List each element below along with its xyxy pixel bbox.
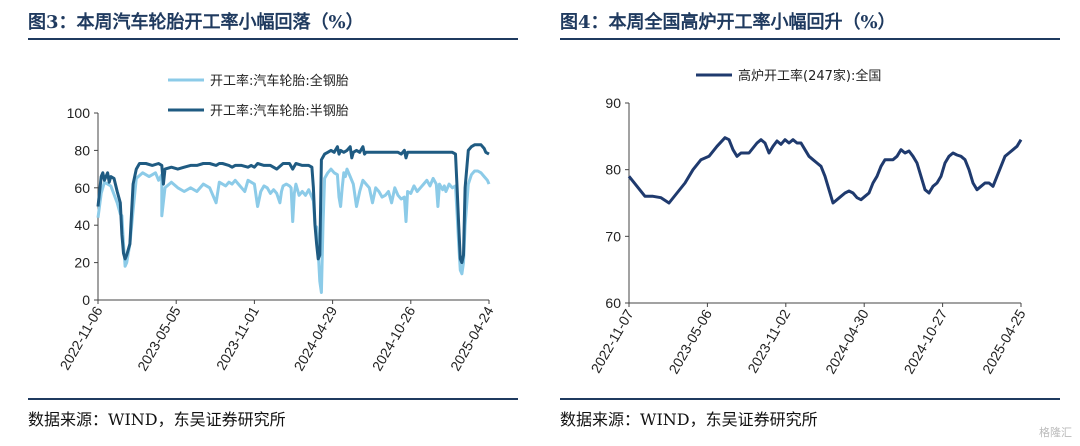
legend-label: 开工率:汽车轮胎:全钢胎 (210, 73, 349, 89)
x-tick-label: 2022-11-06 (56, 303, 105, 372)
y-tick-label: 70 (605, 228, 621, 244)
chart-title: 图4：本周全国高炉开工率小幅回升（%） (560, 12, 896, 33)
x-tick-label: 2025-04-25 (979, 306, 1029, 376)
y-tick-label: 20 (74, 255, 90, 271)
series-line (627, 136, 1023, 205)
y-tick-label: 40 (74, 217, 90, 233)
y-tick-label: 0 (82, 292, 90, 308)
y-tick-label: 60 (74, 180, 90, 196)
x-tick-label: 2024-10-27 (901, 306, 951, 376)
tire-chart: 0 20 40 60 80 100 2022-11-06 2023-05-05 2023-11-… (56, 73, 497, 374)
x-tick-label: 2024-04-30 (822, 306, 872, 376)
watermark-logo: 格隆汇 (1039, 426, 1072, 439)
chart-title: 图3：本周汽车轮胎开工率小幅回落（%） (28, 12, 364, 33)
source-rule (28, 398, 518, 400)
legend-label: 高炉开工率(247家):全国 (738, 68, 881, 84)
x-tick-label: 2023-11-02 (744, 306, 793, 375)
x-tick-label: 2023-11-01 (213, 303, 262, 372)
y-tick-label: 90 (605, 95, 621, 111)
x-tick-label: 2024-04-29 (291, 303, 341, 373)
y-tick-label: 80 (74, 142, 90, 158)
chart-panel-1: 图3：本周汽车轮胎开工率小幅回落（%） 0 20 40 60 80 100 2022-11-… (28, 12, 518, 429)
source-rule (560, 398, 1060, 400)
chart-panel-2: 图4：本周全国高炉开工率小幅回升（%） 60 70 80 90 2022-11-07 20… (540, 0, 1080, 446)
y-tick-label: 80 (605, 162, 621, 178)
x-tick-label: 2025-04-24 (447, 303, 497, 373)
series-line (96, 167, 491, 294)
series-line (96, 143, 490, 265)
x-tick-label: 2022-11-07 (587, 306, 636, 375)
title-rule (560, 38, 1060, 40)
x-tick-label: 2023-05-06 (665, 306, 715, 376)
legend-label: 开工率:汽车轮胎:半钢胎 (210, 103, 349, 119)
chart-source: 数据来源：WIND，东吴证券研究所 (560, 410, 818, 429)
chart-source: 数据来源：WIND，东吴证券研究所 (28, 410, 286, 429)
x-tick-label: 2024-10-26 (369, 303, 419, 373)
blast-furnace-chart: 60 70 80 90 2022-11-07 2023-05-06 2023-11-02 20… (587, 68, 1029, 377)
y-tick-label: 100 (67, 105, 91, 121)
title-rule (28, 38, 518, 40)
x-tick-label: 2023-05-05 (134, 303, 184, 373)
y-tick-label: 60 (605, 295, 621, 311)
